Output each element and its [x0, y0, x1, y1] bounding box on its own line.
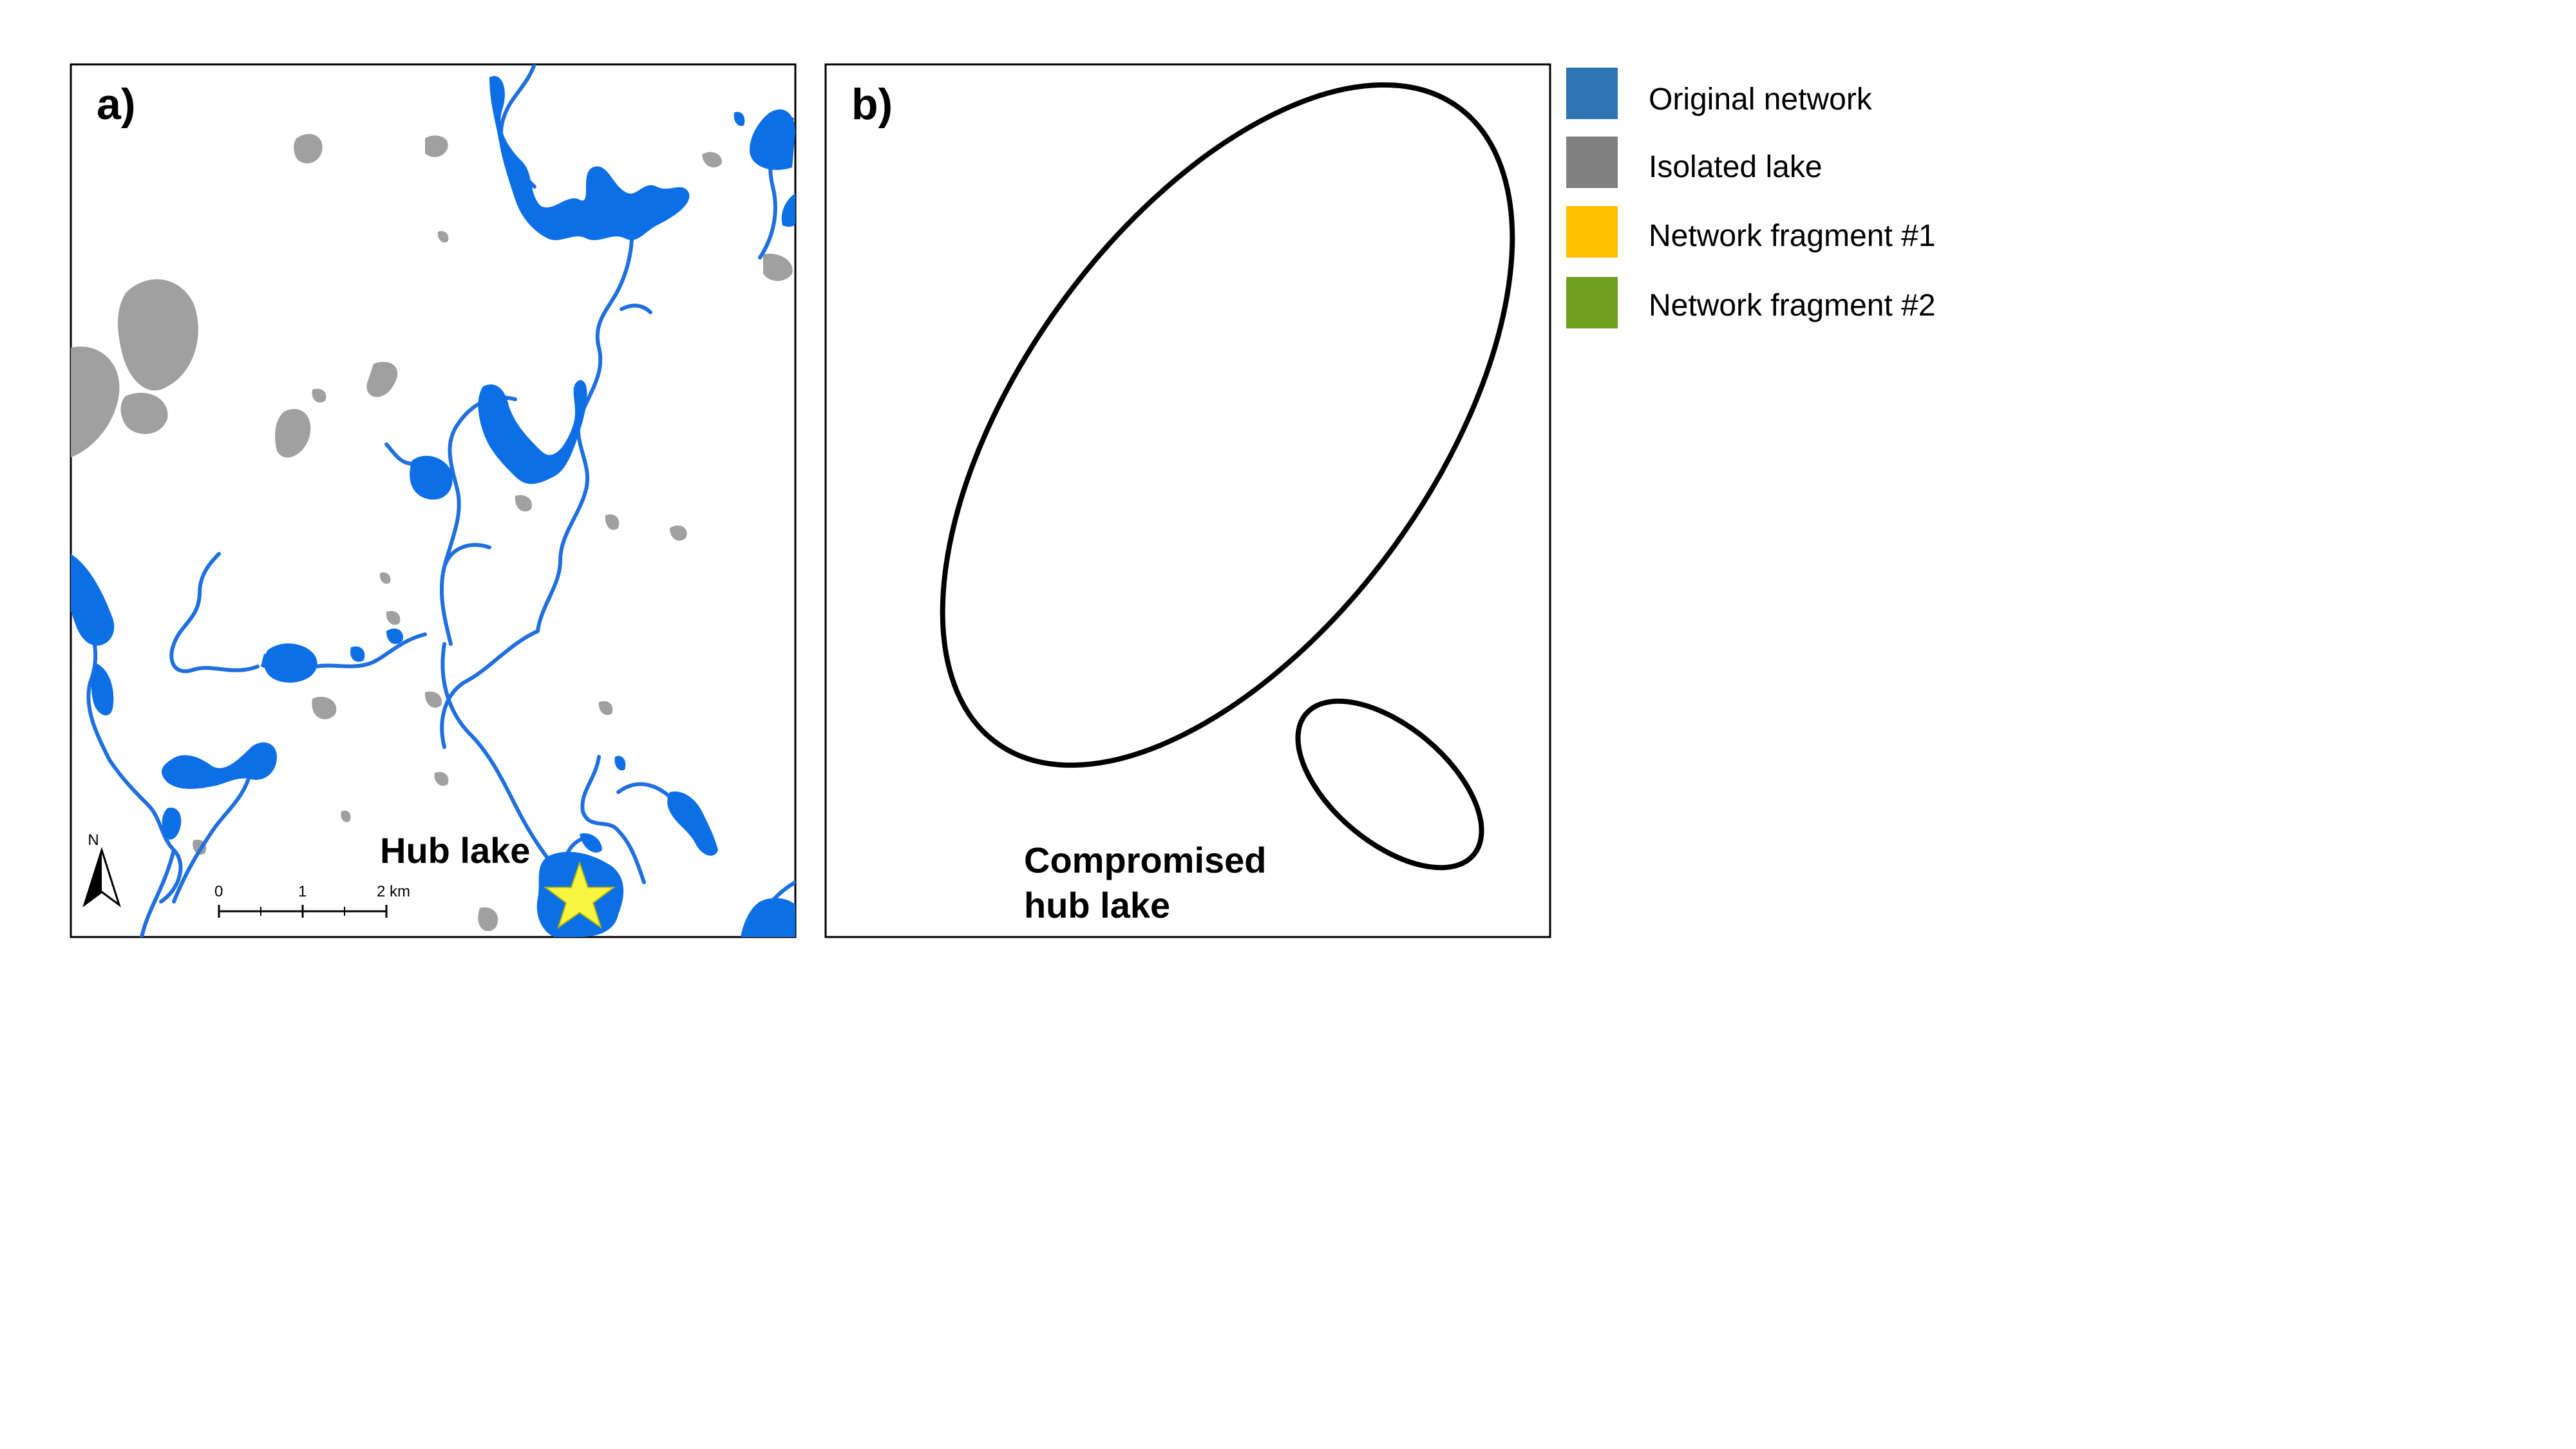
north-arrow-label: N	[88, 831, 99, 849]
north-arrow: N	[82, 831, 121, 907]
panel-b-label: b)	[851, 80, 893, 129]
legend: Original network Isolated lake Network f…	[1566, 68, 1936, 328]
scale-bar-tick-0: 0	[214, 883, 223, 900]
panel-a: a) Hub lake N 0 1 2 km	[70, 63, 797, 938]
legend-item-network-fragment-2: Network fragment #2	[1566, 277, 1936, 328]
scale-bar-tick-1: 1	[298, 883, 307, 900]
legend-label-network-fragment-2: Network fragment #2	[1649, 289, 1936, 323]
legend-swatch-network-fragment-1	[1566, 206, 1618, 258]
legend-label-isolated-lake: Isolated lake	[1649, 150, 1823, 184]
scale-bar-tick-2: 2 km	[377, 883, 410, 900]
fragment-2-ellipse	[940, 82, 1515, 768]
legend-swatch-original-network	[1566, 68, 1618, 119]
legend-item-isolated-lake: Isolated lake	[1566, 137, 1823, 188]
panel-b: b) Compromised hub lake	[824, 63, 1551, 938]
hub-lake-label: Hub lake	[380, 830, 530, 871]
scale-bar: 0 1 2 km	[214, 883, 410, 918]
hub-lake-star-icon	[544, 860, 616, 929]
legend-label-original-network: Original network	[1649, 82, 1873, 117]
isolated-lakes-a	[71, 133, 793, 931]
compromised-hub-label-line2: hub lake	[1024, 885, 1170, 925]
legend-swatch-network-fragment-2	[1566, 277, 1618, 328]
compromised-hub-label-line1: Compromised	[1024, 840, 1267, 880]
legend-item-network-fragment-1: Network fragment #1	[1566, 206, 1936, 258]
legend-label-network-fragment-1: Network fragment #1	[1649, 219, 1936, 253]
panel-b-frame	[824, 63, 1551, 938]
network-streams-a	[75, 64, 795, 937]
panel-a-label: a)	[97, 80, 135, 129]
legend-swatch-isolated-lake	[1566, 137, 1618, 188]
fragment-1-ellipse	[1295, 698, 1484, 871]
legend-item-original-network: Original network	[1566, 68, 1873, 119]
